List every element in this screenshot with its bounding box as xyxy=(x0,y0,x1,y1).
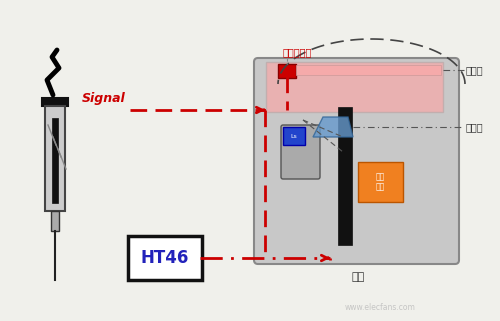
FancyBboxPatch shape xyxy=(254,58,459,264)
Text: 馬達: 馬達 xyxy=(352,272,364,282)
Text: HT46: HT46 xyxy=(141,249,189,267)
Text: Ls: Ls xyxy=(290,134,298,138)
Bar xyxy=(52,118,58,203)
Text: 升降機: 升降機 xyxy=(466,122,483,132)
Text: 微控
制器: 微控 制器 xyxy=(376,172,384,192)
Bar xyxy=(283,127,305,145)
Bar xyxy=(296,65,441,75)
Bar xyxy=(51,211,59,231)
Bar xyxy=(42,98,68,106)
Text: 氣體感測器: 氣體感測器 xyxy=(282,47,312,57)
Bar xyxy=(278,64,296,78)
Bar xyxy=(45,106,65,211)
Bar xyxy=(338,107,352,245)
FancyBboxPatch shape xyxy=(128,236,202,280)
FancyBboxPatch shape xyxy=(281,125,320,179)
Text: 玻璐窗: 玻璐窗 xyxy=(466,65,483,75)
Polygon shape xyxy=(313,117,353,137)
Text: Signal: Signal xyxy=(82,92,126,105)
Bar xyxy=(266,62,443,112)
Text: www.elecfans.com: www.elecfans.com xyxy=(344,303,416,313)
Bar xyxy=(358,162,403,202)
